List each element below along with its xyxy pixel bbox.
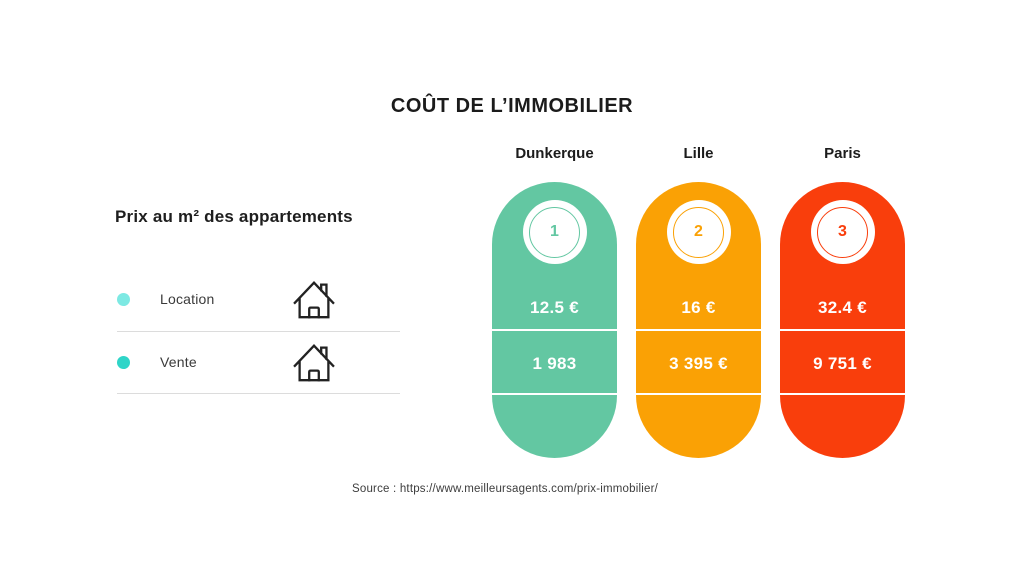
sale-price: 3 395 € — [669, 354, 728, 373]
city-label: Lille — [683, 145, 714, 162]
location-price: 16 € — [681, 298, 716, 317]
city-label: Dunkerque — [515, 145, 594, 162]
legend-heading: Prix au m² des appartements — [115, 207, 353, 226]
location-dot — [117, 292, 130, 306]
pill-divider — [492, 329, 617, 331]
location-price: 32.4 € — [817, 298, 868, 317]
pill-paris: 3 32.4 € 9 751 € — [780, 182, 905, 458]
column-lille: Lille 2 16 € 3 395 € — [636, 144, 761, 458]
column-dunkerque: Dunkerque 1 12.5 € 1 983 — [492, 144, 617, 458]
page-title: COÛT DE L’IMMOBILIER — [390, 95, 634, 117]
location-price: 12.5 € — [529, 298, 580, 317]
pill-lille: 2 16 € 3 395 € — [636, 182, 761, 458]
rank-number: 3 — [817, 206, 868, 258]
legend-item-label: Vente — [160, 354, 197, 370]
legend-item-location: Location — [115, 274, 400, 324]
house-icon — [293, 344, 335, 382]
legend-divider — [117, 331, 400, 332]
rank-badge: 2 — [666, 200, 731, 264]
city-label: Paris — [824, 145, 861, 162]
pill-divider — [636, 393, 761, 395]
legend-item-vente: Vente — [115, 337, 400, 387]
sale-price: 9 751 € — [813, 354, 872, 373]
column-paris: Paris 3 32.4 € 9 751 € — [780, 144, 905, 458]
rank-badge: 1 — [522, 200, 587, 264]
pill-divider — [636, 329, 761, 331]
rank-number: 1 — [529, 206, 580, 258]
rank-number: 2 — [673, 206, 724, 258]
legend-divider — [117, 393, 400, 394]
vente-dot — [117, 355, 130, 369]
pill-dunkerque: 1 12.5 € 1 983 — [492, 182, 617, 458]
sale-price: 1 983 — [532, 354, 577, 373]
rank-badge: 3 — [810, 200, 875, 264]
legend-item-label: Location — [160, 291, 215, 307]
source-text: Source : https://www.meilleursagents.com… — [352, 483, 659, 495]
pill-divider — [492, 393, 617, 395]
house-icon — [293, 281, 335, 319]
pill-divider — [780, 393, 905, 395]
pill-divider — [780, 329, 905, 331]
